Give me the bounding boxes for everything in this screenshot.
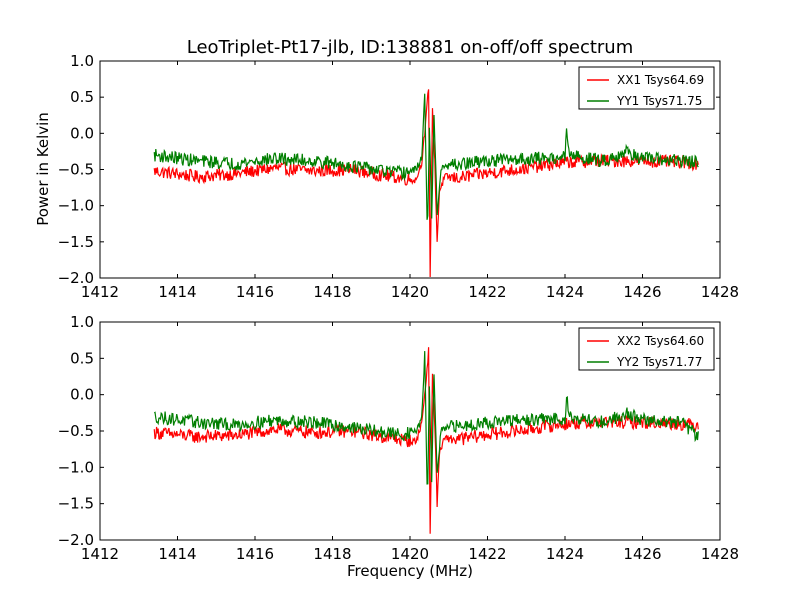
bottom-y-tick-label: −2.0 (58, 531, 94, 549)
top-x-tick-label: 1426 (623, 283, 661, 301)
top-panel: 1412 1414 1416 1418 1420 1422 1424 1426 1428 1.0 0… (58, 52, 740, 301)
top-legend-label: YY1 Tsys71.75 (616, 94, 702, 108)
figure-title: LeoTriplet-Pt17-jlb, ID:138881 on-off/of… (187, 37, 634, 58)
top-series-yy1-line (153, 93, 699, 220)
bottom-y-tick-label: 0.5 (70, 349, 94, 367)
top-y-tick-label: −2.0 (58, 269, 94, 287)
bottom-y-tick-label: −1.0 (58, 458, 94, 476)
top-y-tick-label: 1.0 (70, 52, 94, 70)
bottom-y-tick-label: 1.0 (70, 313, 94, 331)
top-y-tick-label: −0.5 (58, 161, 94, 179)
bottom-x-tick-label: 1424 (546, 545, 584, 563)
top-legend: XX1 Tsys64.69 YY1 Tsys71.75 (578, 66, 715, 110)
top-legend-label: XX1 Tsys64.69 (617, 73, 704, 87)
top-y-tick-label: −1.5 (58, 233, 94, 251)
top-x-tick-label: 1412 (81, 283, 119, 301)
x-axis-label: Frequency (MHz) (347, 562, 473, 580)
bottom-legend-frame (578, 327, 715, 371)
bottom-x-tick-label: 1426 (623, 545, 661, 563)
top-x-tick-label: 1420 (391, 283, 429, 301)
top-x-tick-label: 1416 (236, 283, 274, 301)
bottom-series-yy2-line (153, 351, 699, 485)
bottom-legend-label: XX2 Tsys64.60 (617, 334, 704, 348)
bottom-y-tick-label: −1.5 (58, 495, 94, 513)
y-axis-label: Power in Kelvin (34, 112, 52, 226)
bottom-x-tick-label: 1422 (468, 545, 506, 563)
bottom-series-xx2-line (153, 347, 699, 534)
top-x-tick-label: 1428 (701, 283, 739, 301)
top-legend-frame (578, 66, 715, 110)
bottom-x-tick-label: 1412 (81, 545, 119, 563)
bottom-x-tick-label: 1414 (158, 545, 196, 563)
top-x-tick-label: 1422 (468, 283, 506, 301)
top-y-tick-label: −1.0 (58, 197, 94, 215)
bottom-legend: XX2 Tsys64.60 YY2 Tsys71.77 (578, 327, 715, 371)
top-x-tick-label: 1414 (158, 283, 196, 301)
bottom-x-tick-label: 1428 (701, 545, 739, 563)
top-x-tick-label: 1424 (546, 283, 584, 301)
top-series-xx1-line (153, 89, 699, 277)
bottom-y-tick-label: −0.5 (58, 422, 94, 440)
top-y-tick-label: 0.5 (70, 88, 94, 106)
bottom-x-tick-label: 1416 (236, 545, 274, 563)
bottom-legend-label: YY2 Tsys71.77 (616, 355, 702, 369)
bottom-y-tick-label: 0.0 (70, 386, 94, 404)
top-x-tick-label: 1418 (313, 283, 351, 301)
top-y-tick-label: 0.0 (70, 124, 94, 142)
bottom-x-tick-label: 1420 (391, 545, 429, 563)
bottom-panel: 1412 1414 1416 1418 1420 1422 1424 1426 1428 1.0 0… (58, 313, 740, 563)
bottom-x-tick-label: 1418 (313, 545, 351, 563)
